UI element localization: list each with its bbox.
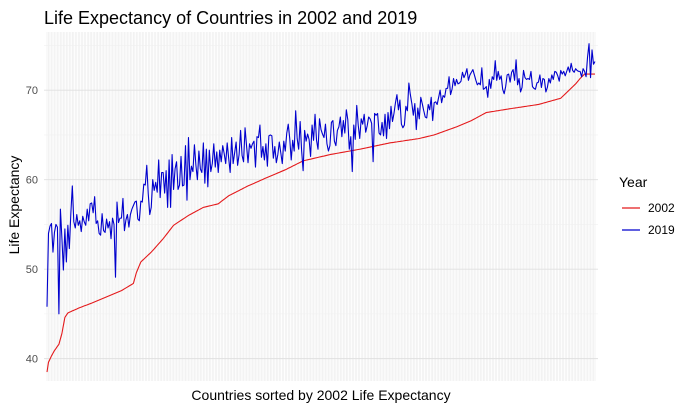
legend-title: Year	[619, 174, 648, 190]
y-axis-title: Life Expectancy	[6, 156, 22, 255]
chart-title: Life Expectancy of Countries in 2002 and…	[44, 8, 417, 28]
y-tick-label: 70	[26, 85, 38, 97]
legend: Year 2002 2019	[619, 174, 675, 237]
y-tick-label: 50	[26, 264, 38, 276]
legend-label-2002: 2002	[648, 201, 675, 215]
series-line-2002	[46, 73, 595, 373]
x-axis-title: Countries sorted by 2002 Life Expectancy	[191, 387, 450, 403]
y-tick-label: 40	[26, 354, 38, 366]
major-gridlines	[44, 89, 598, 360]
y-tick-label: 60	[26, 175, 38, 187]
legend-label-2019: 2019	[648, 223, 675, 237]
y-axis-tick-labels: 40 50 60 70	[26, 85, 38, 365]
series-line-2019	[46, 43, 596, 315]
